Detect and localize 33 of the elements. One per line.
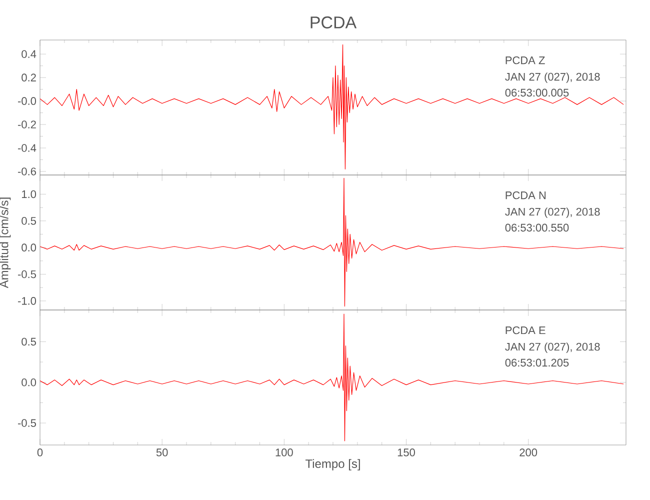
x-tick-label: 100 [276,448,293,456]
y-tick-label: -0.2 [18,120,36,128]
y-tick-label: 1.0 [22,190,36,198]
y-tick-label: 0.0 [22,244,36,252]
line-series [40,178,624,307]
annotation: PCDA N [506,191,546,200]
y-tick-label: -1.0 [18,297,36,305]
y-tick-label: -0.5 [18,419,36,427]
y-tick-label: -0.4 [18,144,36,152]
x-axis-title: Tiempo [s] [305,459,360,470]
annotation: JAN 27 (027), 2018 [505,342,600,353]
annotation: JAN 27 (027), 2018 [505,72,600,83]
annotation: PCDA E [506,326,546,334]
x-tick-label: 50 [156,448,168,456]
annotation: 06:53:01.205 [505,358,569,367]
y-tick-label: 0.4 [22,50,36,58]
x-tick-label: 0 [37,448,43,456]
annotation: JAN 27 (027), 2018 [505,208,600,218]
line-series [40,44,624,170]
annotation: 06:53:00.550 [505,224,569,232]
line-series [40,314,624,442]
annotation: PCDA Z [506,56,545,64]
y-tick-label: 0.5 [22,216,36,225]
chart-title: PCDA [310,16,357,28]
annotation: 06:53:00.005 [505,88,569,97]
y-tick-label: 0.0 [22,378,36,386]
x-tick-label: 150 [398,448,415,456]
y-tick-label: 0.5 [22,338,36,346]
y-tick-label: -0.5 [18,270,36,278]
y-tick-label: 0.2 [22,74,36,82]
y-tick-label: -0.0 [18,97,36,105]
x-tick-label: 200 [520,448,538,456]
y-tick-label: -0.6 [18,168,36,176]
